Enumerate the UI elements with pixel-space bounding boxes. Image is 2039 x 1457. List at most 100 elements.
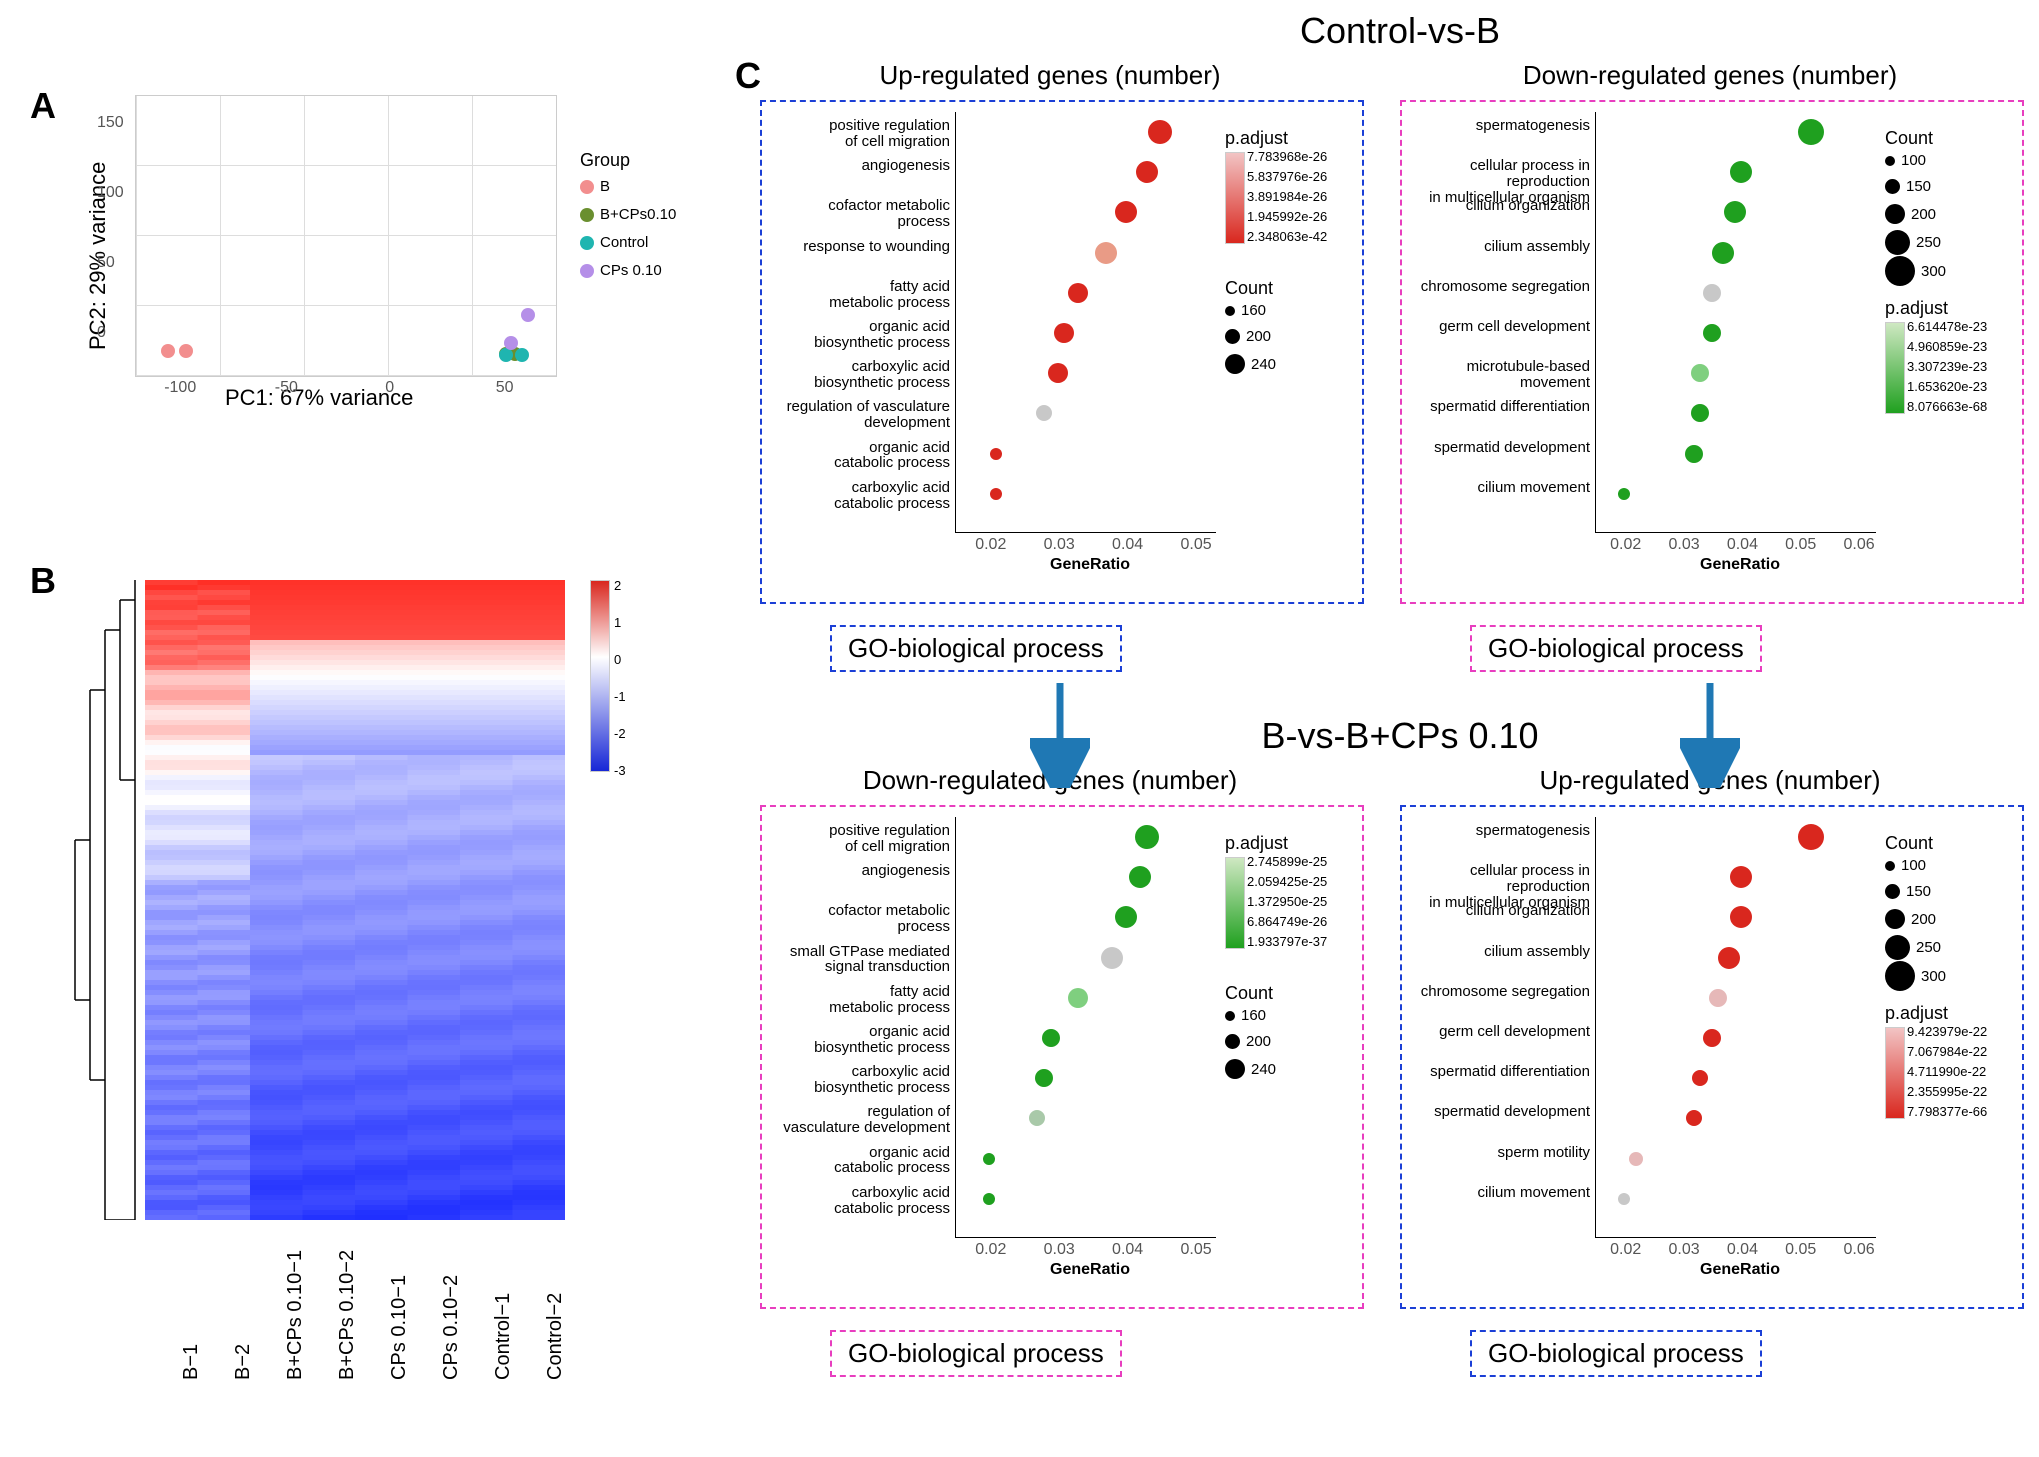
dotplot-xtick: 0.04 xyxy=(1727,1241,1758,1259)
heatmap-col-label: B−1 xyxy=(180,1344,203,1380)
dotplot-point xyxy=(1798,824,1824,850)
dotplot-point xyxy=(1042,1029,1060,1047)
padjust-gradient xyxy=(1885,1027,1905,1119)
heatmap-col-label: Control−2 xyxy=(544,1293,567,1380)
dotplot-term-label: carboxylic acidcatabolic process xyxy=(765,480,950,512)
padjust-legend-title: p.adjust xyxy=(1225,833,1288,854)
dotplot-term-label: small GTPase mediatedsignal transduction xyxy=(765,944,950,976)
padjust-tick: 8.076663e-68 xyxy=(1907,399,1987,414)
dotplot-term-label: sperm motility xyxy=(1405,1145,1590,1161)
count-legend-row: 300 xyxy=(1885,961,1946,991)
count-legend-row: 100 xyxy=(1885,857,1926,874)
dotplot-point xyxy=(1718,947,1740,969)
pca-ytick: 50 xyxy=(97,254,115,272)
dotplot-point xyxy=(1703,1029,1721,1047)
dotplot-xtick: 0.05 xyxy=(1785,536,1816,554)
heatmap-col-label: CPs 0.10−1 xyxy=(388,1275,411,1380)
dotplot-term-label: chromosome segregation xyxy=(1405,279,1590,295)
dotplot-term-label: positive regulationof cell migration xyxy=(765,823,950,855)
dotplot-point xyxy=(990,448,1002,460)
dotplot-term-label: regulation of vasculaturedevelopment xyxy=(765,399,950,431)
dotplot-term-label: positive regulationof cell migration xyxy=(765,118,950,150)
pca-point xyxy=(179,344,193,358)
dotplot-point xyxy=(1095,242,1117,264)
count-legend-row: 150 xyxy=(1885,178,1931,195)
pca-legend-row: B+CPs0.10 xyxy=(580,206,676,223)
padjust-tick: 3.307239e-23 xyxy=(1907,359,1987,374)
dotplot-term-label: cofactor metabolicprocess xyxy=(765,903,950,935)
arrow-right xyxy=(1680,678,1740,788)
padjust-tick: 2.348063e-42 xyxy=(1247,229,1327,244)
dotplot-xtick: 0.04 xyxy=(1112,536,1143,554)
pca-legend-row: B xyxy=(580,178,610,195)
dotplot-term-label: cilium assembly xyxy=(1405,944,1590,960)
count-legend-row: 250 xyxy=(1885,230,1941,255)
heatmap-colorbar-tick: -2 xyxy=(614,726,626,741)
dotplot-point xyxy=(1703,284,1721,302)
dotplot-xtick: 0.04 xyxy=(1727,536,1758,554)
padjust-tick: 1.933797e-37 xyxy=(1247,934,1327,949)
dotplot-xtick: 0.04 xyxy=(1112,1241,1143,1259)
heatmap-col-label: B−2 xyxy=(232,1344,255,1380)
count-legend-row: 100 xyxy=(1885,152,1926,169)
dotplot-term-label: cilium movement xyxy=(1405,1185,1590,1201)
padjust-tick: 3.891984e-26 xyxy=(1247,189,1327,204)
count-legend-row: 240 xyxy=(1225,354,1276,374)
dotplot-point xyxy=(1136,161,1158,183)
heatmap-colorbar-bar xyxy=(590,580,610,772)
padjust-legend-title: p.adjust xyxy=(1225,128,1288,149)
dotplot-xtick: 0.03 xyxy=(1669,536,1700,554)
pca-legend-row: CPs 0.10 xyxy=(580,262,662,279)
dotplot-point xyxy=(1135,825,1159,849)
dotplot-term-label: spermatid development xyxy=(1405,1104,1590,1120)
panel-c-label: C xyxy=(735,55,761,97)
dotplot-term-label: spermatid differentiation xyxy=(1405,399,1590,415)
padjust-gradient xyxy=(1225,152,1245,244)
count-legend-row: 160 xyxy=(1225,302,1266,319)
dotplot-xtick: 0.02 xyxy=(975,1241,1006,1259)
dotplot-term-label: organic acidcatabolic process xyxy=(765,440,950,472)
heatmap-dendrogram xyxy=(65,580,145,1220)
c1-title: Up-regulated genes (number) xyxy=(800,60,1300,91)
count-legend-row: 300 xyxy=(1885,256,1946,286)
dotplot-term-label: microtubule-based movement xyxy=(1405,359,1590,391)
c2-title: Down-regulated genes (number) xyxy=(1430,60,1990,91)
dotplot-xlabel: GeneRatio xyxy=(1050,1261,1130,1279)
heatmap-col-label: B+CPs 0.10−1 xyxy=(284,1250,307,1380)
pca-xtick: -100 xyxy=(164,379,196,397)
heatmap-colorbar-tick: 2 xyxy=(614,578,621,593)
dotplot-xtick: 0.05 xyxy=(1180,536,1211,554)
count-legend-title: Count xyxy=(1885,833,1933,854)
pca-xtick: 0 xyxy=(385,379,394,397)
heatmap-col-label: B+CPs 0.10−2 xyxy=(336,1250,359,1380)
pca-legend-row: Control xyxy=(580,234,648,251)
pca-ytick: 150 xyxy=(97,114,124,132)
padjust-tick: 7.783968e-26 xyxy=(1247,149,1327,164)
count-legend-row: 200 xyxy=(1225,1033,1271,1050)
dotplot-term-label: regulation ofvasculature development xyxy=(765,1104,950,1136)
dotplot-xtick: 0.02 xyxy=(1610,1241,1641,1259)
count-legend-row: 200 xyxy=(1885,204,1936,224)
dotplot-xtick: 0.06 xyxy=(1844,1241,1875,1259)
title-b-vs-bcps: B-vs-B+CPs 0.10 xyxy=(1100,715,1700,757)
dotplot-term-label: cilium organization xyxy=(1405,903,1590,919)
dotplot-xtick: 0.03 xyxy=(1044,536,1075,554)
c2-go-label: GO-biological process xyxy=(1470,625,1762,672)
padjust-legend-title: p.adjust xyxy=(1885,1003,1948,1024)
count-legend-title: Count xyxy=(1225,983,1273,1004)
dotplot-point xyxy=(1068,283,1088,303)
dotplot-term-label: spermatid differentiation xyxy=(1405,1064,1590,1080)
dotplot-term-label: chromosome segregation xyxy=(1405,984,1590,1000)
dotplot-term-label: organic acidbiosynthetic process xyxy=(765,1024,950,1056)
pca-ytick: 0 xyxy=(97,324,106,342)
dotplot-xtick: 0.05 xyxy=(1785,1241,1816,1259)
dotplot-point xyxy=(1618,488,1630,500)
dotplot-point xyxy=(983,1193,995,1205)
dotplot-term-label: organic acidbiosynthetic process xyxy=(765,319,950,351)
heatmap-col-label: CPs 0.10−2 xyxy=(440,1275,463,1380)
dotplot-point xyxy=(983,1153,995,1165)
dotplot-point xyxy=(1709,989,1727,1007)
padjust-legend-title: p.adjust xyxy=(1885,298,1948,319)
dotplot-term-label: organic acidcatabolic process xyxy=(765,1145,950,1177)
heatmap-colorbar-tick: 1 xyxy=(614,615,621,630)
